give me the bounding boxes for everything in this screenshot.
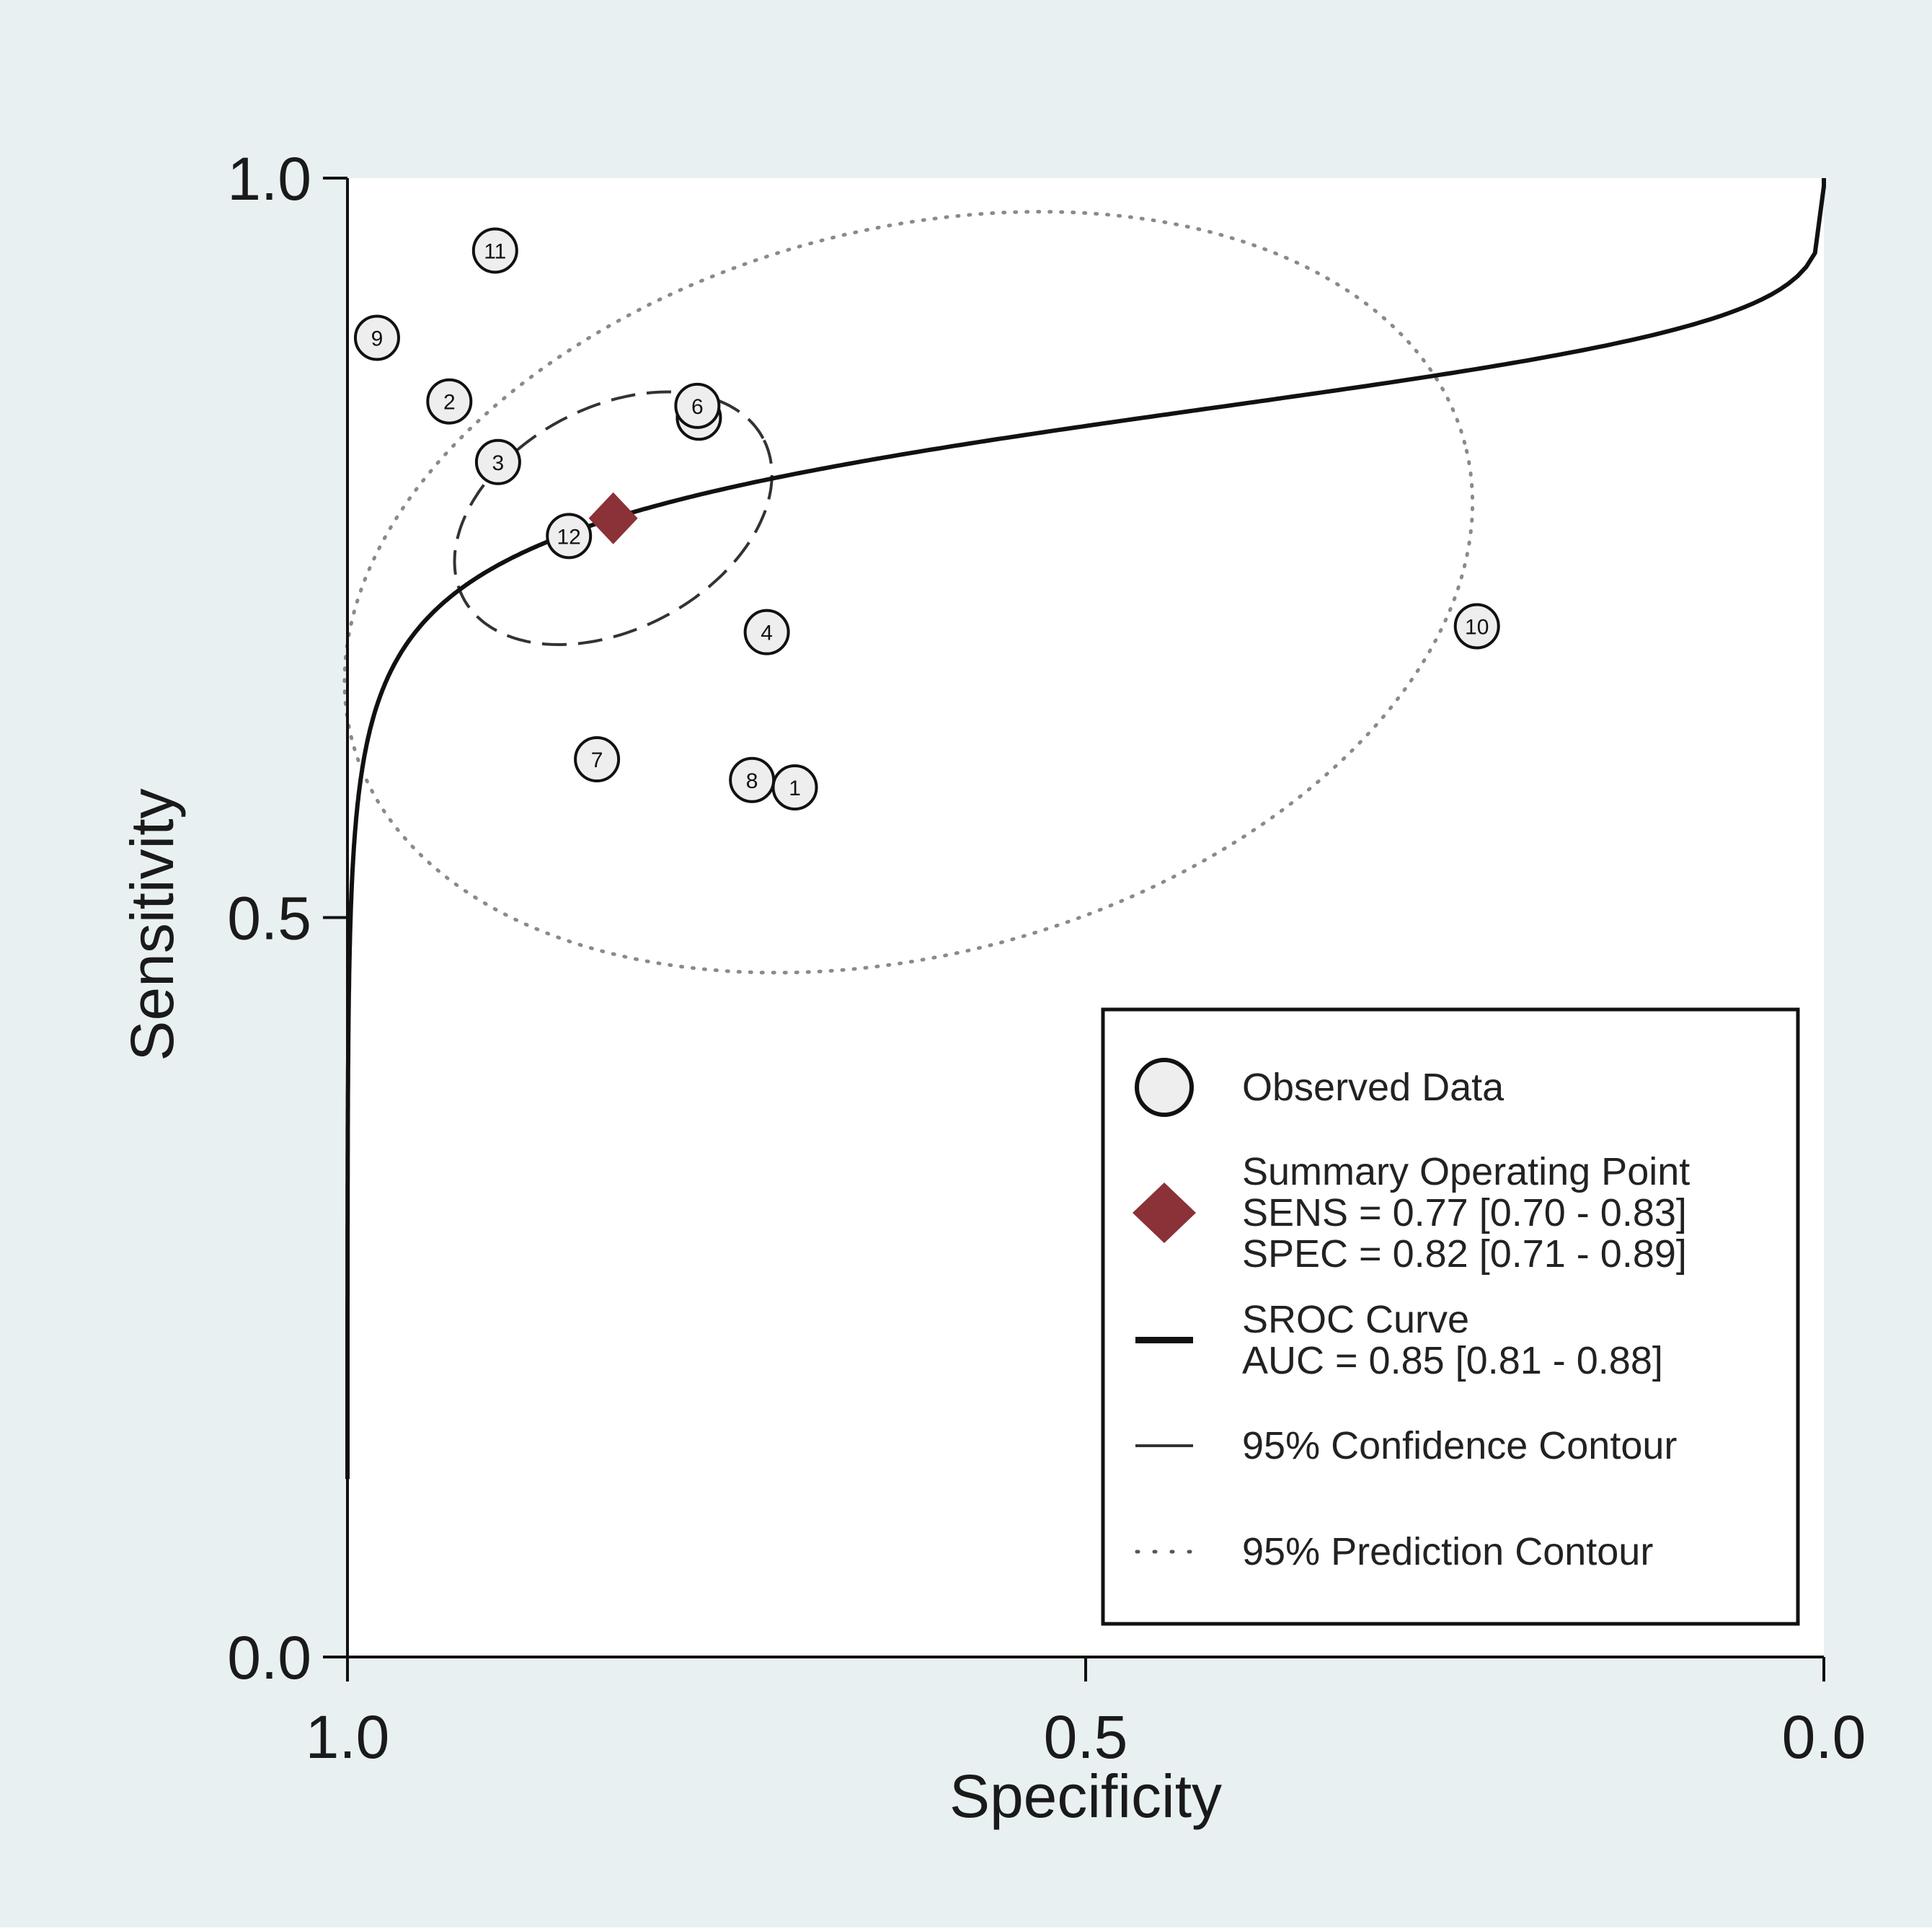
legend-entry-confidence: 95% Confidence Contour (1135, 1424, 1677, 1467)
study-point: 3 (474, 438, 521, 485)
study-id-label: 8 (746, 769, 758, 793)
confidence-contour (453, 390, 774, 647)
study-marker (1453, 603, 1500, 650)
study-marker (474, 438, 521, 485)
study-point: 9 (353, 314, 400, 361)
study-point: 8 (729, 756, 776, 803)
study-marker (426, 378, 473, 425)
y-tick-label: 0.0 (227, 1624, 311, 1692)
study-marker (353, 314, 400, 361)
study-points-layer: 123456789101112 (353, 227, 1500, 811)
legend-entry-observed: Observed Data (1135, 1058, 1505, 1117)
legend-summary-symbol (1133, 1183, 1196, 1243)
study-id-label: 6 (691, 395, 704, 419)
study-marker (546, 513, 593, 560)
prediction-contour (342, 210, 1475, 975)
legend-text: SENS = 0.77 [0.70 - 0.83] (1242, 1191, 1687, 1234)
x-tick-label: 1.0 (306, 1703, 390, 1771)
x-axis-title: Specificity (949, 1762, 1222, 1830)
study-point: 12 (546, 513, 593, 560)
legend-observed-symbol (1135, 1058, 1194, 1117)
legend-box (1101, 1007, 1800, 1626)
axes-layer: 0.0 0.5 1.0 1.0 0.5 0.0 (227, 145, 1866, 1771)
study-id-label: 2 (443, 391, 456, 415)
legend-text: 95% Prediction Contour (1242, 1530, 1653, 1573)
legend-entry-prediction: 95% Prediction Contour (1135, 1530, 1653, 1573)
study-marker (574, 736, 621, 783)
study-id-label: 11 (484, 239, 506, 263)
study-point: 6 (674, 382, 721, 429)
y-tick-label: 1.0 (227, 145, 311, 213)
study-point: 10 (1453, 603, 1500, 650)
sroc-curve (345, 178, 1826, 1481)
study-id-label: 4 (761, 622, 773, 645)
study-point: 1 (771, 764, 818, 811)
y-tick-label: 0.5 (227, 885, 311, 953)
legend-text: SPEC = 0.82 [0.71 - 0.89] (1242, 1232, 1687, 1276)
legend-text: 95% Confidence Contour (1242, 1424, 1677, 1467)
study-marker (674, 382, 721, 429)
legend-text: AUC = 0.85 [0.81 - 0.88] (1242, 1339, 1663, 1382)
legend: Observed Data Summary Operating PointSENS… (1101, 1007, 1800, 1626)
contours-layer (342, 210, 1475, 975)
study-id-label: 3 (492, 451, 505, 475)
sroc-curve-layer (345, 178, 1826, 1481)
study-id-label: 12 (557, 525, 581, 549)
legend-text: SROC Curve (1242, 1298, 1469, 1341)
study-id-label: 9 (371, 327, 384, 351)
study-point: 7 (574, 736, 621, 783)
summary-point-layer (588, 492, 638, 544)
x-tick-label: 0.0 (1782, 1703, 1866, 1771)
study-point: 2 (426, 378, 473, 425)
summary-operating-point (588, 492, 638, 544)
study-id-label: 1 (789, 777, 801, 800)
study-marker (729, 756, 776, 803)
legend-text: Summary Operating Point (1242, 1150, 1690, 1193)
study-marker (471, 227, 518, 274)
study-id-label: 7 (591, 748, 603, 772)
study-point: 4 (743, 609, 790, 655)
y-axis-title: Sensitivity (118, 788, 186, 1061)
legend-text: Observed Data (1242, 1066, 1505, 1109)
study-marker (743, 609, 790, 655)
x-tick-label: 0.5 (1044, 1703, 1128, 1771)
study-point: 11 (471, 227, 518, 274)
study-id-label: 10 (1465, 615, 1489, 639)
